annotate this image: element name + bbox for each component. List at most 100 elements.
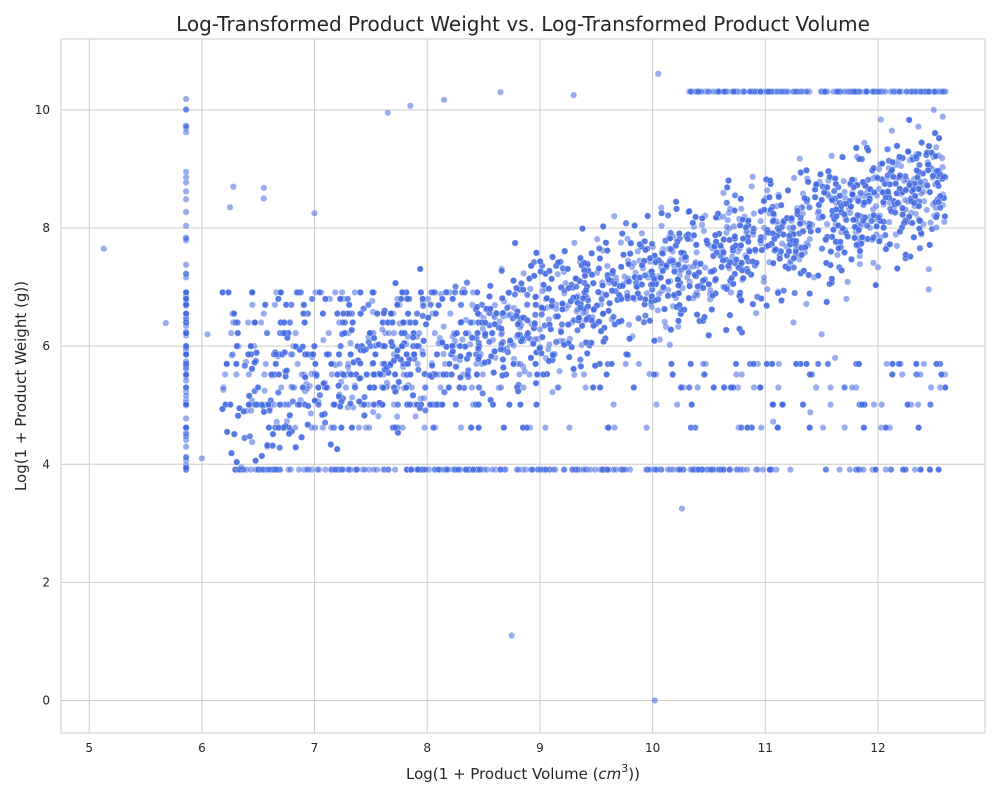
scatter-point xyxy=(513,284,520,292)
scatter-point xyxy=(925,285,933,293)
scatter-point xyxy=(728,274,736,282)
scatter-point xyxy=(571,371,578,379)
scatter-point xyxy=(505,289,513,297)
scatter-point xyxy=(798,251,806,259)
scatter-point xyxy=(590,305,598,313)
scatter-point xyxy=(932,143,940,151)
y-tick-label: 10 xyxy=(35,103,50,117)
scatter-point xyxy=(533,371,541,378)
scatter-point xyxy=(788,214,795,222)
scatter-point xyxy=(182,295,190,303)
scatter-point xyxy=(349,319,357,326)
scatter-point xyxy=(361,466,369,473)
scatter-point xyxy=(336,402,344,410)
scatter-point xyxy=(932,213,940,221)
scatter-point xyxy=(719,213,727,221)
scatter-point xyxy=(903,88,911,96)
scatter-point xyxy=(841,210,848,218)
scatter-point xyxy=(631,222,638,230)
scatter-point xyxy=(437,384,444,391)
scatter-point xyxy=(491,347,498,355)
scatter-point xyxy=(738,424,745,431)
scatter-point xyxy=(806,203,813,211)
scatter-point xyxy=(905,116,913,124)
scatter-point xyxy=(280,319,288,326)
scatter-point xyxy=(247,407,255,414)
scatter-point xyxy=(836,466,843,473)
scatter-point xyxy=(221,371,229,378)
scatter-point xyxy=(391,388,399,395)
scatter-point xyxy=(765,193,773,201)
scatter-point xyxy=(606,299,613,307)
scatter-point xyxy=(513,312,520,320)
scatter-point xyxy=(760,274,768,281)
scatter-point xyxy=(498,267,506,275)
scatter-point xyxy=(933,223,940,231)
scatter-point xyxy=(749,258,757,265)
scatter-point xyxy=(751,246,759,254)
scatter-point xyxy=(254,384,262,391)
scatter-point xyxy=(860,199,868,206)
scatter-point xyxy=(594,288,602,296)
scatter-point xyxy=(746,247,753,255)
scatter-point xyxy=(311,397,319,404)
scatter-point xyxy=(885,218,893,226)
scatter-point xyxy=(274,389,282,396)
scatter-point xyxy=(646,317,654,325)
scatter-point xyxy=(241,362,249,370)
scatter-point xyxy=(828,275,836,283)
scatter-point xyxy=(384,109,392,117)
scatter-point xyxy=(760,197,768,205)
scatter-point xyxy=(245,392,253,400)
scatter-point xyxy=(236,404,243,412)
scatter-point xyxy=(720,384,728,391)
scatter-point xyxy=(916,371,924,378)
scatter-point xyxy=(543,294,551,302)
scatter-point xyxy=(510,360,517,368)
scatter-point xyxy=(568,466,576,473)
scatter-point xyxy=(416,265,424,273)
scatter-point xyxy=(619,282,626,290)
scatter-point xyxy=(723,285,731,293)
scatter-point xyxy=(229,350,237,358)
scatter-point xyxy=(685,294,693,302)
scatter-point xyxy=(467,319,474,326)
scatter-point xyxy=(453,329,461,337)
scatter-point xyxy=(676,466,684,473)
scatter-point xyxy=(245,371,253,378)
scatter-point xyxy=(578,322,586,330)
scatter-point xyxy=(649,280,657,288)
scatter-point xyxy=(738,266,746,274)
scatter-point xyxy=(417,288,425,296)
scatter-point xyxy=(579,225,586,233)
scatter-point xyxy=(517,337,525,345)
scatter-point xyxy=(445,384,453,391)
scatter-point xyxy=(451,288,459,296)
scatter-point xyxy=(182,342,190,350)
scatter-point xyxy=(769,401,777,408)
scatter-point xyxy=(749,173,757,181)
scatter-point xyxy=(521,367,528,375)
scatter-point xyxy=(905,213,913,221)
scatter-point xyxy=(635,360,643,368)
scatter-point xyxy=(182,329,190,337)
scatter-point xyxy=(529,340,537,348)
scatter-point xyxy=(896,228,904,236)
scatter-point xyxy=(481,359,489,366)
scatter-point xyxy=(549,351,557,359)
scatter-point xyxy=(695,466,702,473)
scatter-point xyxy=(252,457,260,465)
scatter-point xyxy=(610,401,617,408)
scatter-point xyxy=(538,311,546,318)
scatter-point xyxy=(230,310,238,317)
scatter-point xyxy=(720,249,727,256)
scatter-point xyxy=(913,166,921,174)
scatter-point xyxy=(750,210,758,218)
scatter-point xyxy=(917,88,924,96)
scatter-point xyxy=(785,264,792,272)
scatter-point xyxy=(588,316,595,324)
scatter-point xyxy=(182,424,190,431)
x-tick-label: 7 xyxy=(311,741,319,755)
scatter-point xyxy=(499,356,507,363)
scatter-point xyxy=(737,205,745,213)
